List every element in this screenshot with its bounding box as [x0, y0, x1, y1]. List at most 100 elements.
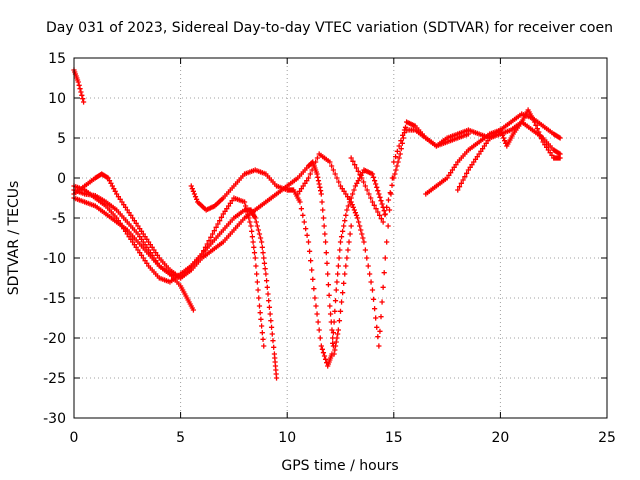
data-point	[543, 144, 550, 150]
data-point	[357, 223, 363, 229]
data-point	[453, 162, 459, 168]
data-point	[269, 331, 275, 337]
data-point	[394, 163, 400, 169]
data-point	[369, 171, 376, 177]
data-point	[480, 146, 486, 152]
data-point	[444, 175, 450, 181]
data-point	[209, 231, 216, 237]
data-point	[144, 244, 150, 250]
data-point	[329, 163, 335, 169]
data-point	[469, 162, 475, 168]
data-point	[220, 211, 226, 217]
data-point	[317, 184, 323, 190]
data-point	[344, 207, 350, 213]
data-point	[314, 171, 320, 177]
data-point	[309, 267, 315, 273]
data-point	[361, 239, 367, 245]
data-point	[335, 271, 341, 277]
data-point	[379, 201, 385, 207]
data-point	[336, 318, 343, 324]
data-point	[365, 263, 371, 269]
data-point	[476, 151, 482, 157]
data-point	[229, 198, 235, 204]
data-point	[393, 167, 399, 173]
data-point	[255, 287, 261, 293]
data-point	[261, 343, 267, 349]
data-point	[327, 303, 333, 309]
data-point	[146, 239, 152, 245]
data-point	[462, 174, 468, 180]
data-point	[373, 181, 379, 187]
data-point	[256, 295, 262, 301]
data-point	[265, 291, 271, 297]
data-point	[497, 127, 503, 133]
data-point	[337, 308, 344, 314]
data-point	[263, 278, 270, 284]
data-point	[330, 167, 336, 173]
data-point	[260, 336, 266, 342]
data-point	[329, 351, 335, 357]
data-point	[303, 226, 309, 232]
data-point	[297, 188, 303, 194]
data-point	[464, 170, 470, 176]
data-point	[137, 250, 143, 256]
data-point	[314, 311, 320, 317]
data-point	[140, 231, 146, 237]
data-point	[547, 150, 553, 156]
data-point	[300, 183, 306, 189]
data-point	[318, 343, 324, 349]
data-point	[264, 284, 270, 290]
data-point	[133, 220, 139, 226]
data-point	[392, 171, 398, 177]
data-point	[329, 327, 335, 333]
data-point	[375, 209, 381, 215]
data-point	[348, 199, 354, 205]
data-point	[373, 206, 379, 212]
data-point	[305, 239, 312, 245]
data-point	[75, 79, 81, 85]
data-point	[347, 231, 353, 237]
data-point	[137, 234, 143, 240]
data-point	[108, 180, 114, 186]
data-point	[313, 159, 319, 165]
data-point	[218, 214, 225, 220]
data-point	[190, 188, 196, 194]
data-point	[360, 179, 367, 185]
data-point	[112, 188, 118, 194]
data-point	[215, 221, 221, 227]
y-axis-label: SDTVAR / TECUs	[6, 181, 22, 296]
data-point	[133, 244, 139, 250]
data-point	[352, 210, 359, 216]
data-point	[304, 178, 310, 184]
data-point	[109, 183, 115, 189]
data-point	[130, 215, 136, 221]
data-point	[467, 164, 473, 170]
data-point	[308, 258, 314, 264]
data-point	[472, 156, 479, 162]
grid	[74, 58, 607, 418]
data-point	[368, 195, 374, 201]
data-point	[121, 202, 127, 208]
data-point	[131, 242, 138, 248]
data-point	[348, 223, 354, 229]
data-point	[349, 191, 356, 197]
data-marks	[71, 67, 563, 381]
data-point	[386, 207, 393, 213]
data-point	[241, 199, 248, 205]
data-point	[549, 152, 555, 158]
data-point	[336, 255, 342, 261]
data-point	[76, 82, 82, 88]
data-point	[262, 266, 268, 272]
data-point	[254, 271, 260, 277]
data-point	[327, 159, 333, 165]
data-point	[188, 183, 194, 189]
series-track-f	[188, 167, 388, 369]
chart-title: Day 031 of 2023, Sidereal Day-to-day VTE…	[46, 20, 613, 36]
data-point	[117, 196, 123, 202]
data-point	[248, 223, 254, 229]
data-point	[346, 239, 352, 245]
x-tick-label: 5	[176, 430, 185, 446]
data-point	[317, 335, 323, 341]
data-point	[355, 178, 361, 184]
x-tick-label: 0	[70, 430, 79, 446]
